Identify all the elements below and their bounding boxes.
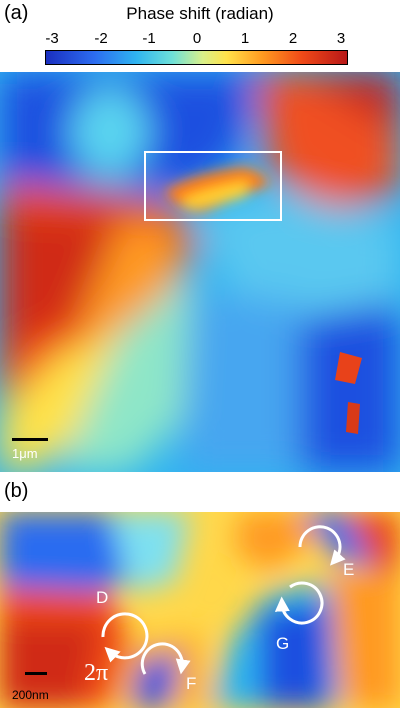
vortex-label-d: D (96, 588, 109, 607)
scalebar-b (25, 672, 47, 675)
colorbar-tick: 3 (336, 30, 346, 47)
vortex-label-f: F (186, 674, 197, 693)
winding-number-label: 2π (84, 660, 109, 686)
vortex-loop-d (101, 612, 149, 663)
colorbar-tick: -1 (142, 30, 156, 47)
scalebar-a-label: 1μm (12, 446, 38, 461)
scalebar-a (12, 438, 48, 441)
colorbar-tick: 0 (192, 30, 202, 47)
colorbar-title: Phase shift (radian) (126, 4, 274, 23)
colorbar-tick: -2 (94, 30, 108, 47)
colorbar-tick: 2 (288, 30, 298, 47)
vortex-loop-f (140, 642, 191, 675)
vortex-loop-e (298, 525, 346, 566)
zoom-region-box (144, 151, 282, 221)
scalebar-b-label: 200nm (12, 688, 49, 702)
vortex-loop-g (274, 581, 324, 625)
colorbar (45, 50, 348, 65)
phase-map-a-image (0, 72, 400, 472)
vortex-label-g: G (276, 634, 290, 653)
panel-a-label: (a) (4, 2, 29, 24)
phase-map-a: 1μm (0, 72, 400, 472)
vortex-label-e: E (343, 560, 355, 579)
panel-b-label: (b) (4, 480, 29, 502)
phase-map-b: D E F G 2π 200nm (0, 512, 400, 708)
phase-map-b-image (0, 512, 400, 708)
colorbar-tick: 1 (240, 30, 250, 47)
colorbar-tick: -3 (45, 30, 59, 47)
